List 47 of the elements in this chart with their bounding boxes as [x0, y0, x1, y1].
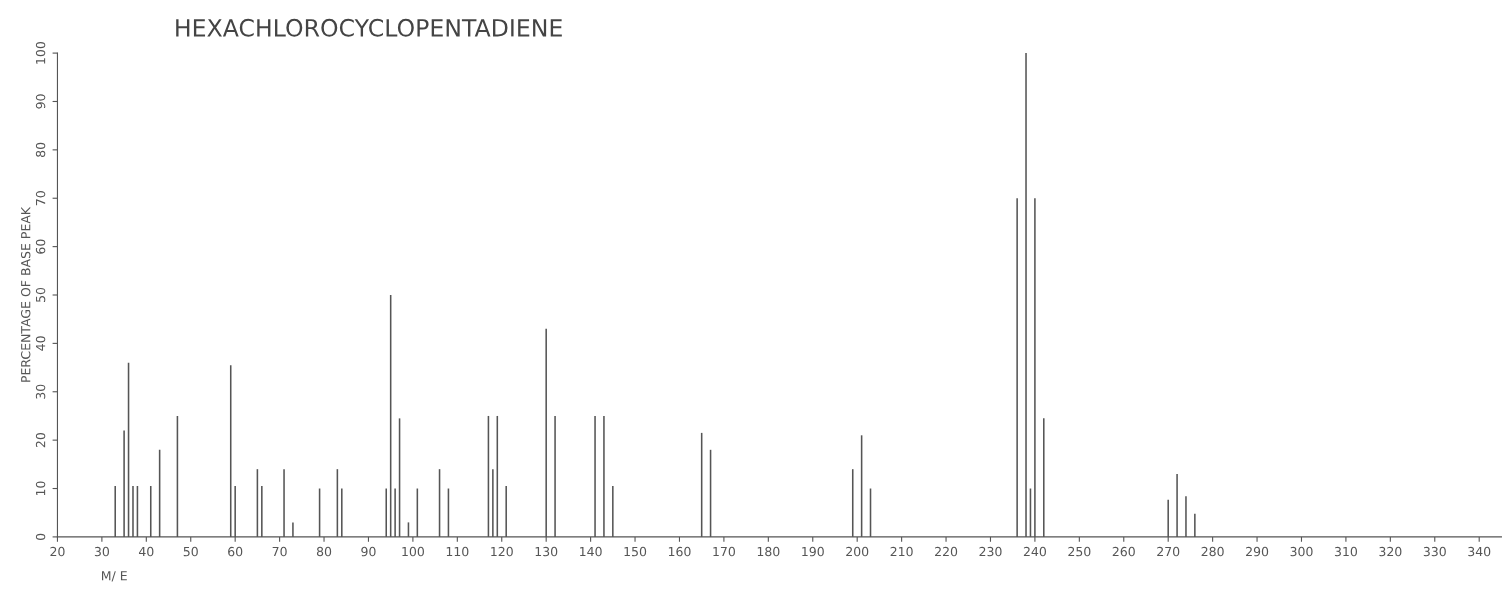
y-tick-label: 60: [35, 239, 46, 254]
x-tick-label: 280: [1201, 546, 1224, 557]
x-tick-label: 190: [802, 546, 824, 557]
x-tick-label: 210: [890, 546, 913, 557]
x-tick-label: 220: [935, 546, 958, 557]
x-tick-label: 240: [1023, 546, 1047, 557]
x-tick-label: 300: [1290, 546, 1313, 557]
x-axis-title: M/ E: [102, 571, 127, 582]
y-axis-title: PERCENTAGE OF BASE PEAK: [20, 206, 31, 382]
x-tick-label: 120: [491, 546, 513, 557]
x-tick-label: 290: [1246, 546, 1269, 557]
x-tick-label: 330: [1423, 546, 1446, 557]
x-tick-label: 310: [1334, 546, 1358, 557]
y-tick-label: 10: [35, 481, 46, 496]
x-tick-label: 40: [138, 546, 154, 557]
x-tick-label: 110: [446, 546, 469, 557]
x-tick-label: 90: [361, 546, 376, 557]
y-tick-label: 100: [35, 42, 46, 64]
x-tick-label: 50: [183, 546, 198, 557]
x-tick-label: 20: [50, 546, 65, 557]
y-tick-label: 30: [35, 384, 46, 399]
x-tick-label: 130: [535, 546, 558, 557]
y-tick-label: 40: [35, 336, 46, 351]
x-tick-label: 270: [1157, 546, 1180, 557]
x-tick-label: 60: [228, 546, 243, 557]
x-tick-label: 80: [316, 546, 332, 557]
y-tick-label: 50: [35, 287, 46, 302]
x-tick-label: 180: [757, 546, 780, 557]
y-tick-label: 20: [35, 433, 46, 448]
x-tick-label: 250: [1068, 546, 1091, 557]
x-tick-label: 200: [846, 546, 869, 557]
y-tick-label: 80: [35, 142, 46, 157]
x-tick-label: 170: [713, 546, 735, 557]
x-tick-label: 140: [580, 546, 602, 557]
chart-title: HEXACHLOROCYCLOPENTADIENE: [176, 18, 562, 37]
x-tick-label: 100: [402, 546, 424, 557]
x-tick-label: 160: [668, 546, 691, 557]
x-tick-label: 260: [1112, 546, 1135, 557]
x-tick-label: 150: [624, 546, 647, 557]
x-tick-label: 340: [1468, 546, 1491, 557]
y-tick-label: 0: [35, 533, 46, 541]
x-tick-label: 30: [94, 546, 110, 557]
y-tick-label: 70: [35, 191, 46, 206]
x-tick-label: 230: [979, 546, 1002, 557]
x-tick-label: 70: [272, 546, 287, 557]
y-tick-label: 90: [35, 94, 46, 109]
x-tick-label: 320: [1379, 546, 1402, 557]
